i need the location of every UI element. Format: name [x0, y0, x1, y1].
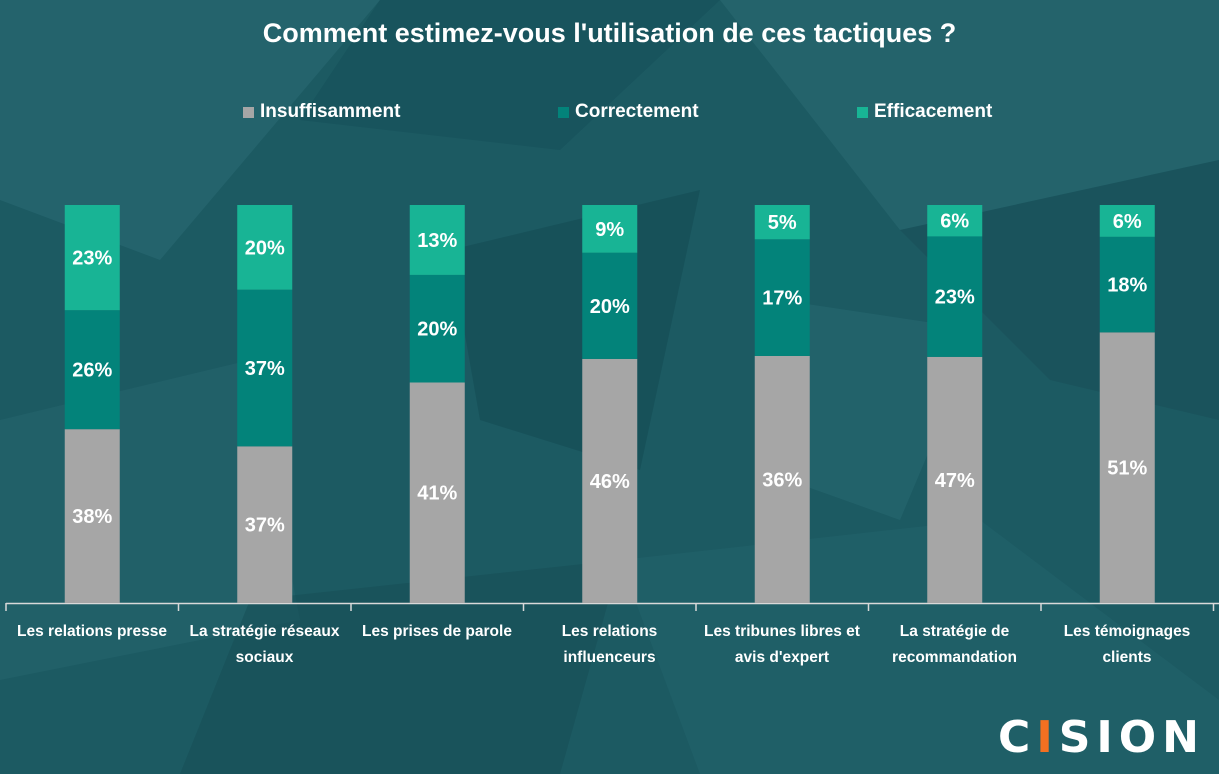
category-label: Les relations influenceurs [561, 623, 658, 666]
data-label: 41% [417, 483, 457, 505]
legend-label-correctement: Correctement [575, 101, 699, 122]
bar-segment-correctement [582, 252, 638, 359]
bar-segment-insuffisamment [237, 446, 293, 603]
data-label: 37% [245, 358, 285, 380]
bar-segment-insuffisamment [409, 382, 465, 603]
data-label: 6% [1113, 211, 1142, 233]
bar-segment-efficacement [64, 205, 120, 311]
data-label: 9% [595, 219, 624, 241]
data-label: 51% [1107, 458, 1147, 480]
bar-segment-correctement [237, 289, 293, 447]
legend-swatch-insuffisamment [243, 106, 254, 118]
legend-swatch-efficacement [857, 106, 868, 118]
category-label: La stratégie réseaux sociaux [189, 623, 340, 666]
bar-segment-efficacement [1099, 205, 1155, 237]
bar-segment-insuffisamment [582, 358, 638, 603]
data-label: 26% [72, 360, 112, 382]
bar-segment-insuffisamment [754, 355, 810, 603]
data-label: 20% [245, 237, 285, 259]
data-label: 6% [940, 211, 969, 233]
bar-segment-correctement [1099, 236, 1155, 333]
category-label: Les tribunes libres et avis d'expert [704, 623, 860, 666]
cision-logo: CISION [998, 712, 1205, 763]
bar-segment-correctement [409, 274, 465, 383]
data-label: 5% [768, 212, 797, 234]
legend-item-correctement: Correctement [558, 101, 699, 123]
data-label: 17% [762, 288, 802, 310]
data-label: 38% [72, 506, 112, 528]
chart-title: Comment estimez-vous l'utilisation de ce… [262, 18, 957, 48]
data-label: 36% [762, 469, 802, 491]
bar-segment-insuffisamment [1099, 332, 1155, 603]
data-label: 13% [417, 230, 457, 252]
data-label: 23% [935, 287, 975, 309]
bar-segment-efficacement [754, 205, 810, 240]
bar-segment-efficacement [237, 205, 293, 290]
category-label: Les relations presse [17, 623, 167, 640]
bar-segment-correctement [754, 239, 810, 356]
bar-segment-efficacement [927, 205, 983, 237]
category-label: Les témoignages clients [1063, 623, 1191, 666]
category-label: Les prises de parole [362, 623, 512, 640]
bar-segment-efficacement [409, 205, 465, 275]
bar-segment-correctement [64, 310, 120, 430]
legend-swatch-correctement [558, 106, 569, 118]
data-label: 47% [935, 470, 975, 492]
data-label: 20% [417, 319, 457, 341]
bar-segment-insuffisamment [64, 429, 120, 603]
data-label: 23% [72, 248, 112, 270]
bar-segment-insuffisamment [927, 356, 983, 603]
bar-segment-correctement [927, 236, 983, 357]
legend-label-insuffisamment: Insuffisamment [260, 101, 401, 122]
bar-segment-efficacement [582, 205, 638, 253]
data-label: 20% [590, 296, 630, 318]
legend-label-efficacement: Efficacement [874, 101, 993, 122]
data-label: 37% [245, 515, 285, 537]
legend-item-insuffisamment: Insuffisamment [243, 101, 400, 123]
category-label: La stratégie de recommandation [892, 623, 1017, 666]
data-label: 46% [590, 471, 630, 493]
data-label: 18% [1107, 275, 1147, 297]
legend-item-efficacement: Efficacement [857, 101, 992, 123]
